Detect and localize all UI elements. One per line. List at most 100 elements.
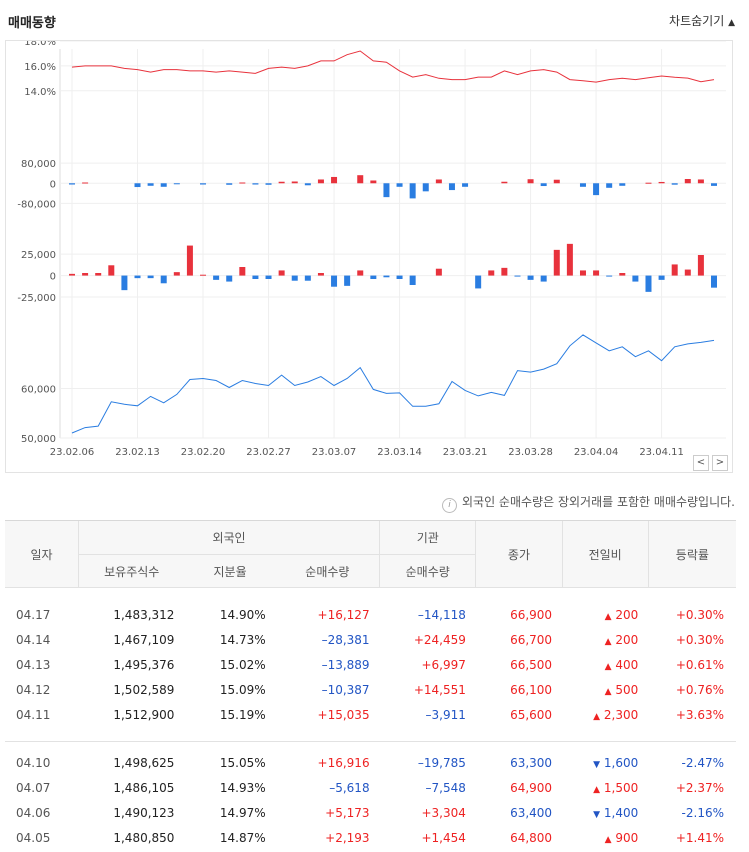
cell-rate: +0.30% bbox=[675, 607, 724, 622]
bar bbox=[226, 183, 233, 185]
cell-date: 04.07 bbox=[16, 780, 51, 795]
cell-change-value: 1,600 bbox=[603, 755, 639, 770]
arrow-up-icon: ▲ bbox=[604, 686, 612, 697]
col-change: 전일비 bbox=[561, 520, 649, 588]
chart-prev-button[interactable]: < bbox=[693, 455, 709, 471]
arrow-up-icon: ▲ bbox=[604, 661, 612, 672]
hide-chart-toggle[interactable]: 차트숨기기 ▲ bbox=[669, 12, 735, 29]
bar bbox=[527, 275, 534, 280]
table-row: 04.17 1,483,312 14.90% +16,127 –14,118 66,900… bbox=[5, 602, 736, 627]
bar bbox=[291, 275, 298, 281]
cell-foreign-net: +16,916 bbox=[317, 755, 370, 770]
table-row: 04.12 1,502,589 15.09% –10,387 +14,551 66,100… bbox=[5, 677, 736, 702]
bar bbox=[488, 270, 495, 276]
cell-rate: +0.61% bbox=[675, 657, 724, 672]
note: i 외국인 순매수량은 장외거래를 포함한 매매수량입니다. bbox=[442, 493, 735, 513]
col-shares: 보유주식수 bbox=[78, 554, 185, 588]
col-close: 종가 bbox=[475, 520, 563, 588]
cell-ratio: 15.02% bbox=[219, 657, 266, 672]
y-tick-label: 0 bbox=[50, 179, 56, 190]
cell-date: 04.06 bbox=[16, 805, 51, 820]
cell-ratio: 14.90% bbox=[219, 607, 266, 622]
bar bbox=[606, 275, 613, 277]
arrow-down-icon: ▼ bbox=[593, 809, 601, 820]
bar bbox=[331, 275, 338, 287]
cell-change: ▲ 500 bbox=[562, 677, 648, 702]
bar bbox=[462, 183, 469, 187]
bar bbox=[160, 275, 167, 284]
cell-close: 65,600 bbox=[510, 707, 553, 722]
trading-trend-chart: 18.0% 16.0% 14.0% 80,000 0 -80,000 25,000 0 -25,… bbox=[5, 37, 733, 473]
cell-foreign-net: +2,193 bbox=[325, 830, 370, 845]
bar bbox=[278, 181, 285, 184]
bar bbox=[645, 275, 652, 292]
cell-close: 66,500 bbox=[510, 657, 553, 672]
cell-change-value: 500 bbox=[615, 682, 639, 697]
arrow-up-icon: ▲ bbox=[604, 834, 612, 845]
arrow-up-icon: ▲ bbox=[593, 784, 601, 795]
cell-change: ▲ 200 bbox=[562, 627, 648, 652]
y-tick-label: 18.0% bbox=[24, 41, 56, 48]
bar bbox=[501, 181, 508, 184]
bar bbox=[357, 270, 364, 276]
x-tick-label: 23.03.14 bbox=[377, 447, 422, 458]
x-tick-label: 23.02.13 bbox=[115, 447, 160, 458]
bar bbox=[252, 275, 259, 279]
bar bbox=[239, 182, 246, 184]
cell-shares: 1,467,109 bbox=[113, 632, 175, 647]
bar bbox=[540, 275, 547, 282]
cell-date: 04.05 bbox=[16, 830, 51, 845]
bar bbox=[435, 179, 442, 184]
bar bbox=[95, 273, 102, 276]
cell-inst-net: +6,997 bbox=[421, 657, 466, 672]
x-tick-label: 23.03.07 bbox=[312, 447, 357, 458]
cell-change-value: 900 bbox=[615, 830, 639, 845]
bar bbox=[527, 179, 534, 184]
cell-close: 66,900 bbox=[510, 607, 553, 622]
bar bbox=[579, 270, 586, 276]
cell-shares: 1,498,625 bbox=[113, 755, 175, 770]
bar bbox=[619, 183, 626, 186]
bar bbox=[291, 181, 298, 184]
y-tick-label: 50,000 bbox=[21, 434, 56, 445]
bar bbox=[501, 267, 508, 276]
bar bbox=[304, 275, 311, 281]
arrow-down-icon: ▼ bbox=[593, 759, 601, 770]
table-row: 04.10 1,498,625 15.05% +16,916 –19,785 63,300… bbox=[5, 750, 736, 775]
x-tick-label: 23.03.21 bbox=[443, 447, 488, 458]
y-tick-label: -25,000 bbox=[17, 293, 56, 304]
arrow-up-icon: ▲ bbox=[593, 711, 601, 722]
bar bbox=[226, 275, 233, 282]
x-tick-label: 23.02.20 bbox=[181, 447, 226, 458]
cell-inst-net: +3,304 bbox=[421, 805, 466, 820]
cell-ratio: 15.05% bbox=[219, 755, 266, 770]
section-header: 매매동향 차트숨기기 ▲ bbox=[0, 0, 749, 40]
cell-shares: 1,486,105 bbox=[113, 780, 175, 795]
cell-close: 64,900 bbox=[510, 780, 553, 795]
cell-foreign-net: –10,387 bbox=[321, 682, 370, 697]
y-tick-label: 14.0% bbox=[24, 87, 56, 98]
ratio-line bbox=[71, 50, 715, 83]
cell-close: 63,400 bbox=[510, 805, 553, 820]
bar bbox=[475, 275, 482, 289]
cell-shares: 1,495,376 bbox=[113, 657, 175, 672]
bar bbox=[160, 183, 167, 187]
bar bbox=[422, 183, 429, 192]
bar bbox=[409, 275, 416, 285]
cell-ratio: 15.19% bbox=[219, 707, 266, 722]
chart-next-button[interactable]: > bbox=[712, 455, 728, 471]
note-text: 외국인 순매수량은 장외거래를 포함한 매매수량입니다. bbox=[462, 495, 735, 509]
trend-table: 일자 외국인 기관 종가 전일비 등락률 보유주식수 지분율 순매수량 순매수량… bbox=[5, 520, 736, 850]
arrow-up-icon: ▲ bbox=[604, 611, 612, 622]
bar bbox=[239, 267, 246, 276]
cell-change-value: 1,500 bbox=[603, 780, 639, 795]
cell-change: ▲ 1,500 bbox=[562, 775, 648, 800]
bar bbox=[566, 243, 573, 276]
bar bbox=[645, 182, 652, 184]
bar bbox=[82, 182, 89, 184]
col-inst: 기관 bbox=[379, 520, 476, 555]
cell-inst-net: –3,911 bbox=[425, 707, 466, 722]
bar bbox=[671, 264, 678, 276]
table-row: 04.06 1,490,123 14.97% +5,173 +3,304 63,400 ▼ … bbox=[5, 800, 736, 825]
cell-rate: -2.16% bbox=[681, 805, 724, 820]
